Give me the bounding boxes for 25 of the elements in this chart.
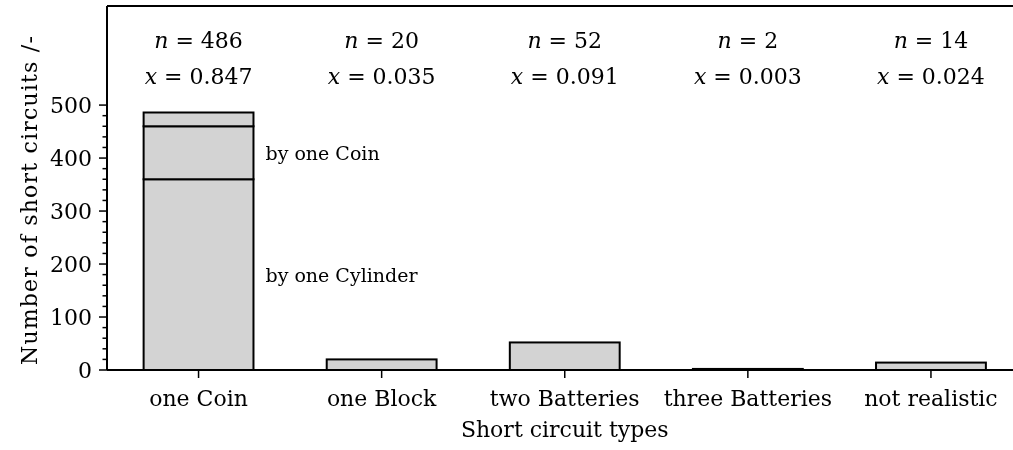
annotation: n = 52 (527, 28, 603, 53)
x-axis-title: Short circuit types (460, 417, 669, 442)
series-label: by one Cylinder (265, 263, 419, 286)
y-tick-label: 0 (78, 357, 92, 383)
y-tick-label: 200 (50, 251, 92, 277)
annotation: x = 0.003 (693, 64, 802, 89)
x-tick-label: one Coin (149, 386, 248, 411)
annotation: x = 0.091 (510, 64, 619, 89)
y-tick-label: 100 (50, 304, 92, 330)
annotation: n = 20 (344, 28, 419, 53)
x-tick-label: one Block (326, 386, 438, 411)
series-label: by one Coin (265, 141, 380, 164)
annotation: n = 14 (893, 28, 969, 53)
x-tick-label: three Batteries (663, 386, 833, 411)
y-tick-label: 500 (50, 92, 92, 118)
x-tick-label: not realistic (864, 386, 998, 411)
y-axis-title: Number of short circuits /- (17, 34, 42, 366)
annotation: n = 2 (717, 28, 779, 53)
annotation: x = 0.035 (327, 64, 436, 89)
y-tick-label: 400 (50, 145, 92, 171)
annotation: x = 0.847 (144, 64, 253, 89)
x-tick-label: two Batteries (489, 386, 640, 411)
annotation: x = 0.024 (877, 64, 985, 89)
annotation: n = 486 (154, 28, 243, 53)
y-tick-label: 300 (50, 198, 92, 224)
